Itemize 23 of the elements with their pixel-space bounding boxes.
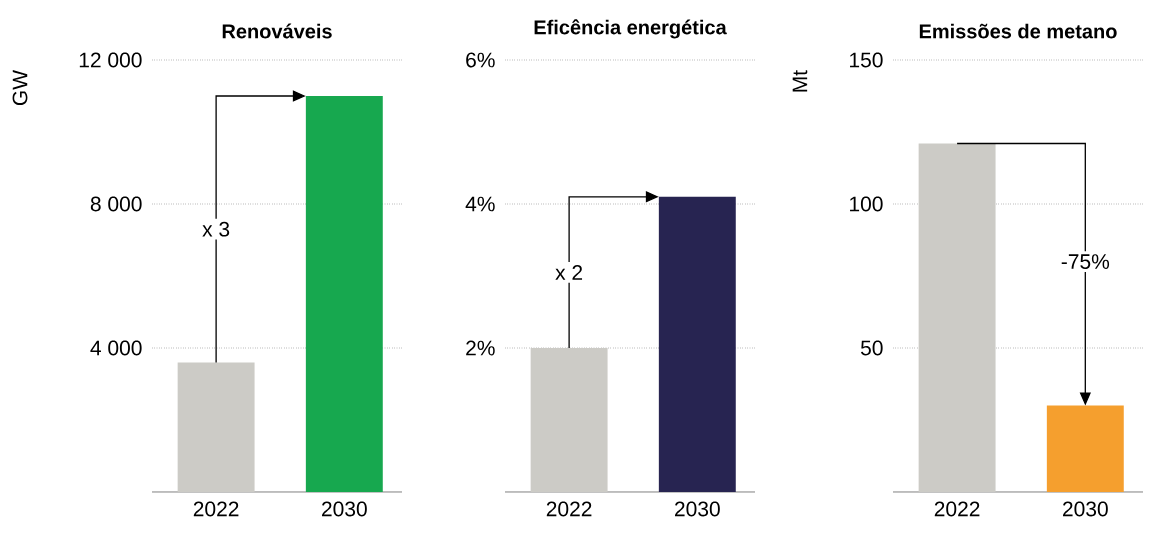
x-tick-label: 2030 — [675, 501, 720, 517]
x-tick-label: 2022 — [193, 501, 239, 517]
y-tick-label: 4% — [465, 196, 495, 212]
x-tick-label: 2030 — [322, 501, 367, 517]
chart-title: Eficência energética — [534, 19, 727, 39]
annotation: x 2 — [555, 265, 583, 280]
chart-title: Emissões de metano — [919, 23, 1117, 39]
x-tick-label: 2030 — [1063, 501, 1108, 517]
y-tick-label: 6% — [466, 52, 495, 68]
annotation: -75% — [1061, 254, 1110, 269]
y-tick-label: 100 — [850, 196, 883, 212]
y-tick-label: 4 000 — [90, 340, 142, 356]
y-tick-label: 8 000 — [90, 196, 142, 212]
y-tick-label: 150 — [850, 52, 883, 68]
annotation: x 3 — [202, 221, 230, 237]
chart-title: Renováveis — [222, 23, 332, 39]
y-axis-title: GW — [12, 70, 28, 106]
x-tick-label: 2022 — [546, 501, 592, 517]
y-tick-label: 50 — [860, 340, 883, 356]
y-tick-label: 2% — [466, 340, 495, 356]
x-tick-label: 2022 — [934, 501, 980, 517]
y-axis-title: Mt — [792, 70, 808, 92]
y-tick-label: 12 000 — [79, 52, 142, 68]
